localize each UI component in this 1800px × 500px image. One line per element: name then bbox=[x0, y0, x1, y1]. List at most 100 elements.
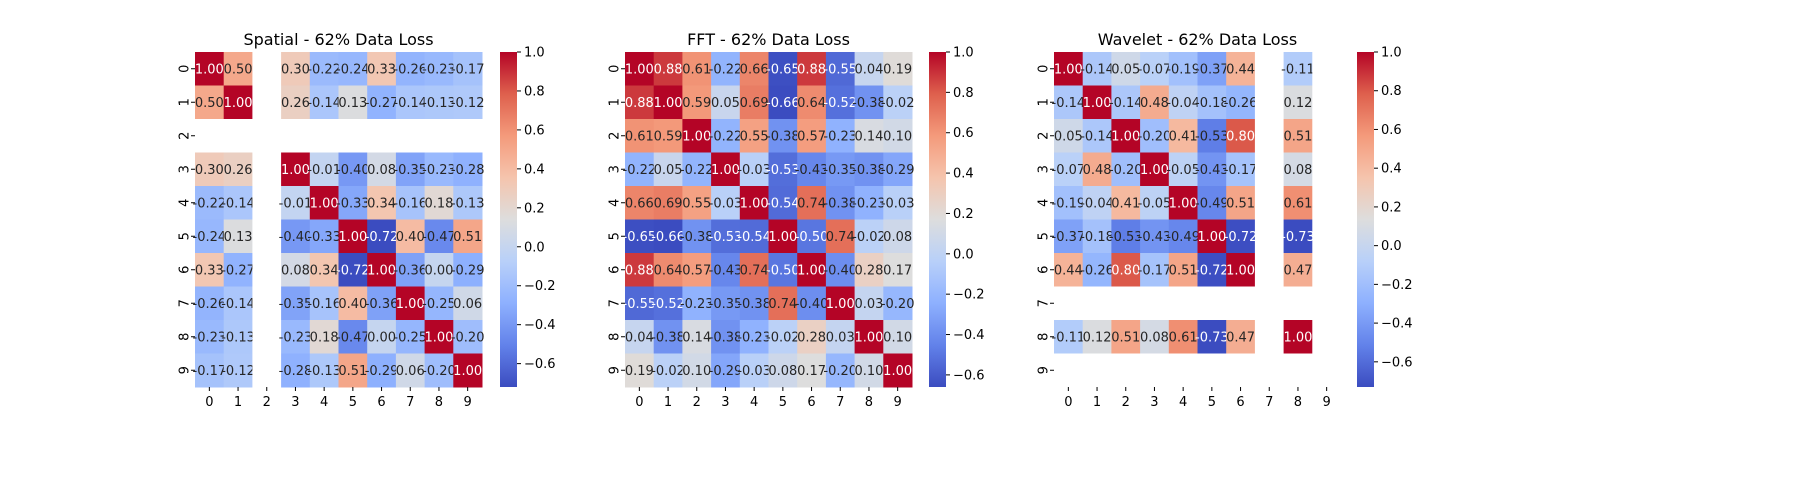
cell-label: -0.40 bbox=[279, 230, 313, 245]
cell-label: -0.05 bbox=[1138, 196, 1172, 211]
x-tick-label: 1 bbox=[664, 395, 672, 410]
heatmap-cell bbox=[854, 353, 884, 388]
heatmap-cell-missing bbox=[1254, 52, 1285, 86]
heatmap-cell bbox=[338, 219, 368, 254]
heatmap-cell-missing bbox=[281, 119, 311, 153]
colorbar-tick-label: 0.8 bbox=[1381, 84, 1402, 99]
heatmap-cell bbox=[739, 253, 769, 287]
heatmap-cell bbox=[625, 219, 655, 254]
colorbar bbox=[1357, 52, 1374, 387]
cell-label: 0.47 bbox=[1226, 330, 1255, 345]
heatmap-cell bbox=[739, 52, 769, 86]
heatmap-cell bbox=[739, 353, 769, 388]
x-tick-label: 5 bbox=[779, 395, 787, 410]
heatmap-cell bbox=[309, 186, 339, 220]
heatmap-cell bbox=[424, 186, 454, 220]
heatmap-cell bbox=[682, 186, 712, 220]
cell-label: 0.34 bbox=[367, 196, 396, 211]
heatmap-cell bbox=[223, 320, 253, 354]
heatmap-cell bbox=[1168, 253, 1198, 287]
cell-label: 0.40 bbox=[396, 230, 425, 245]
cell-label: 1.00 bbox=[711, 163, 740, 178]
heatmap-cell bbox=[653, 119, 683, 153]
heatmap-cell bbox=[768, 353, 798, 388]
x-tick-label: 4 bbox=[750, 395, 758, 410]
heatmap-cell bbox=[367, 253, 397, 287]
cell-label: -0.29 bbox=[451, 263, 485, 278]
heatmap-panel-3: Wavelet - 62% Data Loss1.00-0.140.05-0.0… bbox=[1037, 30, 1413, 410]
cell-label: 0.00 bbox=[424, 263, 453, 278]
y-tick-label: 5 bbox=[1037, 232, 1052, 240]
heatmap-cell bbox=[653, 286, 683, 321]
heatmap-cell bbox=[338, 253, 368, 287]
cell-label: -0.27 bbox=[221, 263, 255, 278]
y-tick-label: 1 bbox=[1037, 98, 1052, 106]
cell-label: -0.07 bbox=[1052, 163, 1086, 178]
heatmap-cell bbox=[453, 152, 483, 187]
cell-label: 0.08 bbox=[883, 230, 912, 245]
heatmap-cell-missing bbox=[338, 119, 368, 153]
colorbar-tick-label: 1.0 bbox=[953, 46, 974, 61]
cell-label: 0.80 bbox=[1111, 263, 1140, 278]
colorbar-tick-label: 0.0 bbox=[1381, 239, 1402, 254]
cell-label: -0.49 bbox=[1195, 196, 1229, 211]
heatmap-cell bbox=[453, 85, 483, 120]
cell-label: 0.12 bbox=[1283, 96, 1312, 111]
cell-label: 0.47 bbox=[1283, 263, 1312, 278]
heatmap-cell-missing bbox=[252, 119, 282, 153]
heatmap-cell bbox=[825, 152, 856, 187]
cell-label: -0.13 bbox=[307, 364, 341, 379]
cell-label: -0.18 bbox=[1080, 230, 1114, 245]
cell-label: 1.00 bbox=[1140, 163, 1169, 178]
colorbar-tick-label: −0.4 bbox=[953, 328, 985, 343]
heatmap-cell bbox=[1054, 186, 1084, 220]
heatmap-cell bbox=[739, 286, 769, 321]
cell-label: -0.49 bbox=[1166, 230, 1200, 245]
cell-label: 0.33 bbox=[195, 263, 224, 278]
cell-label: 0.51 bbox=[1111, 330, 1140, 345]
heatmap-cell bbox=[367, 320, 397, 354]
heatmap-cell bbox=[625, 253, 655, 287]
heatmap-cell bbox=[1082, 219, 1112, 254]
heatmap-cell bbox=[1054, 119, 1084, 153]
heatmap-cell bbox=[825, 186, 856, 220]
heatmap-cell bbox=[309, 353, 339, 388]
cell-label: 0.41 bbox=[1111, 196, 1140, 211]
heatmap-cell bbox=[195, 52, 225, 86]
colorbar bbox=[500, 52, 517, 387]
heatmap-cell bbox=[338, 286, 368, 321]
heatmap-cell-missing bbox=[1254, 320, 1285, 354]
heatmap-cell bbox=[1197, 52, 1227, 86]
cell-label: 0.80 bbox=[1226, 129, 1255, 144]
cell-label: 0.10 bbox=[883, 129, 912, 144]
cell-label: 0.48 bbox=[1140, 96, 1169, 111]
heatmap-cell-missing bbox=[252, 286, 282, 321]
heatmap-cell bbox=[653, 152, 683, 187]
cell-label: -0.20 bbox=[1138, 129, 1172, 144]
cell-label: -0.07 bbox=[1138, 62, 1172, 77]
heatmap-cell bbox=[768, 119, 798, 153]
heatmap-cell bbox=[309, 152, 339, 187]
cell-label: -0.38 bbox=[737, 297, 771, 312]
heatmap-cell-missing bbox=[1082, 353, 1112, 388]
cell-label: 0.10 bbox=[883, 330, 912, 345]
heatmap-cell bbox=[1226, 253, 1256, 287]
heatmap-cell bbox=[653, 219, 683, 254]
heatmap-cell-missing bbox=[453, 119, 483, 153]
heatmap-cell bbox=[1140, 119, 1170, 153]
heatmap-cell bbox=[395, 286, 426, 321]
y-tick-label: 2 bbox=[1037, 132, 1052, 140]
heatmap-cell bbox=[453, 219, 483, 254]
heatmap-cell bbox=[711, 320, 741, 354]
heatmap-cell bbox=[453, 186, 483, 220]
heatmap-cell bbox=[768, 152, 798, 187]
cell-label: 0.61 bbox=[1283, 196, 1312, 211]
cell-label: 0.06 bbox=[453, 297, 482, 312]
heatmap-cell bbox=[1197, 320, 1227, 354]
chart-title: Wavelet - 62% Data Loss bbox=[1098, 30, 1297, 49]
cell-label: -0.28 bbox=[451, 163, 485, 178]
x-tick-label: 4 bbox=[1179, 395, 1187, 410]
cell-label: -0.01 bbox=[279, 196, 313, 211]
cell-label: -0.35 bbox=[393, 163, 427, 178]
heatmap-cell bbox=[854, 253, 884, 287]
